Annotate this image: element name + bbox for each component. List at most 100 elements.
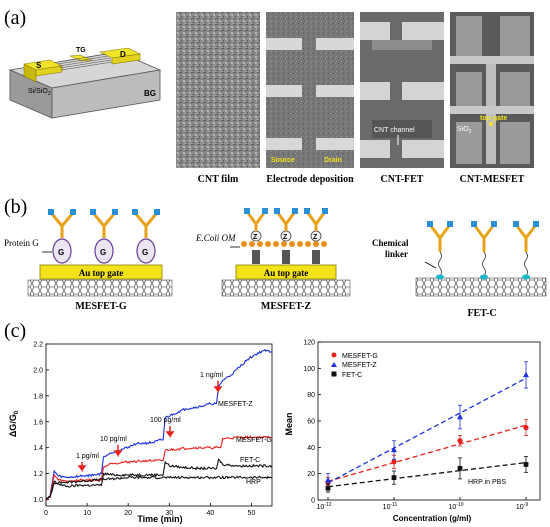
chemical-label: Chemical xyxy=(372,238,409,248)
chart2-xtick-label: 10-9 xyxy=(516,502,528,511)
top-gate-label: top gate xyxy=(480,115,507,122)
g-label-3: G xyxy=(142,248,148,257)
data-point xyxy=(325,485,331,491)
chart1-ytick-label: 1.2 xyxy=(33,471,43,478)
label-fet-c: FET-C xyxy=(240,457,260,464)
hrp-pbs-note: HRP in PBS xyxy=(468,479,506,486)
series-line-hrp xyxy=(45,475,273,500)
cnt-channel-label: CNT channel xyxy=(374,127,415,134)
chart1-frame xyxy=(45,343,273,507)
chart1-ylabel: ΔG/G0 xyxy=(8,410,20,437)
sem-cnt-fet xyxy=(360,12,444,168)
caption-cnt-film: CNT film xyxy=(198,174,239,185)
z-label-1: Z xyxy=(253,234,258,241)
caption-mesfet-g: MESFET-G xyxy=(75,301,127,312)
substrate-label: Si/SiO2 xyxy=(28,88,51,97)
chart2-ylabel: Mean xyxy=(284,412,294,435)
fit-line-fet-c xyxy=(327,461,527,488)
legend-mesfet-z: MESFET-Z xyxy=(342,362,377,369)
sem-cnt-mesfet xyxy=(450,12,534,168)
time-response-chart: 0 10 20 30 40 50 1.0 1.2 1.4 1.6 1.8 2.0 2.2 xyxy=(33,342,273,517)
chart1-xtick-label: 10 xyxy=(83,510,91,517)
data-point xyxy=(457,466,463,471)
chart1-xlabel: Time (min) xyxy=(137,514,182,524)
drain-label: D xyxy=(120,50,126,59)
data-point xyxy=(523,371,529,378)
mesfet-z-schematic xyxy=(221,208,351,297)
sem-electrode-deposition xyxy=(266,12,354,168)
data-point xyxy=(325,477,331,483)
tg-label: TG xyxy=(76,47,86,54)
series-line-fet-c xyxy=(45,458,273,500)
data-point xyxy=(457,438,463,444)
series-line-mesfet-z xyxy=(45,349,273,501)
sem-cnt-film xyxy=(176,12,260,168)
top-gate-dot xyxy=(489,122,493,126)
label-hrp: HRP xyxy=(246,479,261,486)
panel-c-label: (c) xyxy=(4,320,26,342)
chart1-ytick-label: 2.2 xyxy=(33,342,43,349)
chart1-ytick-label: 1.4 xyxy=(33,445,43,452)
concentration-chart: 0 20 40 60 80 100 120 10-12 10-11 10-10 10-9 xyxy=(303,340,541,511)
legend-marker-mesfet-z xyxy=(331,362,337,367)
protein-g-label: Protein G xyxy=(4,238,39,248)
device-schematic xyxy=(8,47,162,119)
chart1-xtick-label: 0 xyxy=(44,510,48,517)
ecoli-label: E.Coli OM xyxy=(195,233,236,243)
annotation-1pg: 1 pg/ml xyxy=(76,453,99,460)
legend-mesfet-g: MESFET-G xyxy=(342,353,378,360)
drain-electrode-label: Drain xyxy=(324,157,342,164)
chart2-xtick-label: 10-10 xyxy=(448,502,463,511)
chart1-xtick-label: 50 xyxy=(248,510,256,517)
data-point xyxy=(391,459,397,465)
annotation-1ng: 1 ng/ml xyxy=(200,372,223,379)
annotation-100pg: 100 pg/ml xyxy=(150,417,181,424)
chart2-ytick-label: 120 xyxy=(303,340,315,347)
chart2-xtick-label: 10-12 xyxy=(316,502,331,511)
sio2-label: SiO2 xyxy=(457,126,472,135)
chart1-ytick-label: 2.0 xyxy=(33,367,43,374)
chart1-ytick-label: 1.6 xyxy=(33,419,43,426)
caption-cnt-mesfet: CNT-MESFET xyxy=(460,174,525,185)
chart1-ytick-label: 1.0 xyxy=(33,497,43,504)
fit-line-mesfet-z xyxy=(327,377,527,484)
data-point xyxy=(457,413,463,420)
mesfet-g-schematic xyxy=(27,209,173,297)
chart2-ytick-label: 40 xyxy=(307,445,315,452)
label-mesfet-g: MESFET-G xyxy=(236,437,272,444)
fet-c-schematic xyxy=(415,221,547,297)
chart2-xlabel: Concentration (g/ml) xyxy=(393,514,472,523)
source-electrode-label: Source xyxy=(271,157,295,164)
chart2-legend: MESFET-G MESFET-Z FET-C xyxy=(331,352,378,379)
caption-cnt-fet: CNT-FET xyxy=(381,174,424,185)
source-label: S xyxy=(36,61,42,70)
chart2-ytick-label: 80 xyxy=(307,392,315,399)
chart1-ytick-label: 1.8 xyxy=(33,393,43,400)
back-gate-label: BG xyxy=(144,89,156,98)
panel-a-label: (a) xyxy=(4,7,26,29)
legend-marker-fet-c xyxy=(331,371,337,377)
au-gate-label-2: Au top gate xyxy=(264,268,309,278)
chart2-ytick-label: 60 xyxy=(307,419,315,426)
data-point xyxy=(391,446,397,453)
data-point xyxy=(523,424,529,431)
injection-arrows xyxy=(77,381,223,473)
fit-line-mesfet-g xyxy=(327,424,527,482)
caption-fet-c: FET-C xyxy=(467,308,496,319)
caption-mesfet-z: MESFET-Z xyxy=(261,301,312,312)
legend-marker-mesfet-g xyxy=(331,352,337,358)
chart2-xtick-label: 10-11 xyxy=(383,502,398,511)
chart1-xtick-label: 30 xyxy=(165,510,173,517)
data-point xyxy=(391,475,397,481)
z-label-2: Z xyxy=(283,234,288,241)
g-label-1: G xyxy=(58,248,64,257)
label-mesfet-z: MESFET-Z xyxy=(218,401,253,408)
caption-electrode-deposition: Electrode deposition xyxy=(266,174,354,185)
chart1-xtick-label: 40 xyxy=(206,510,214,517)
chart2-ytick-label: 20 xyxy=(307,471,315,478)
au-gate-label-1: Au top gate xyxy=(79,268,124,278)
g-label-2: G xyxy=(100,248,106,257)
chart2-ytick-label: 0 xyxy=(311,498,315,505)
linker-label: linker xyxy=(385,249,408,259)
